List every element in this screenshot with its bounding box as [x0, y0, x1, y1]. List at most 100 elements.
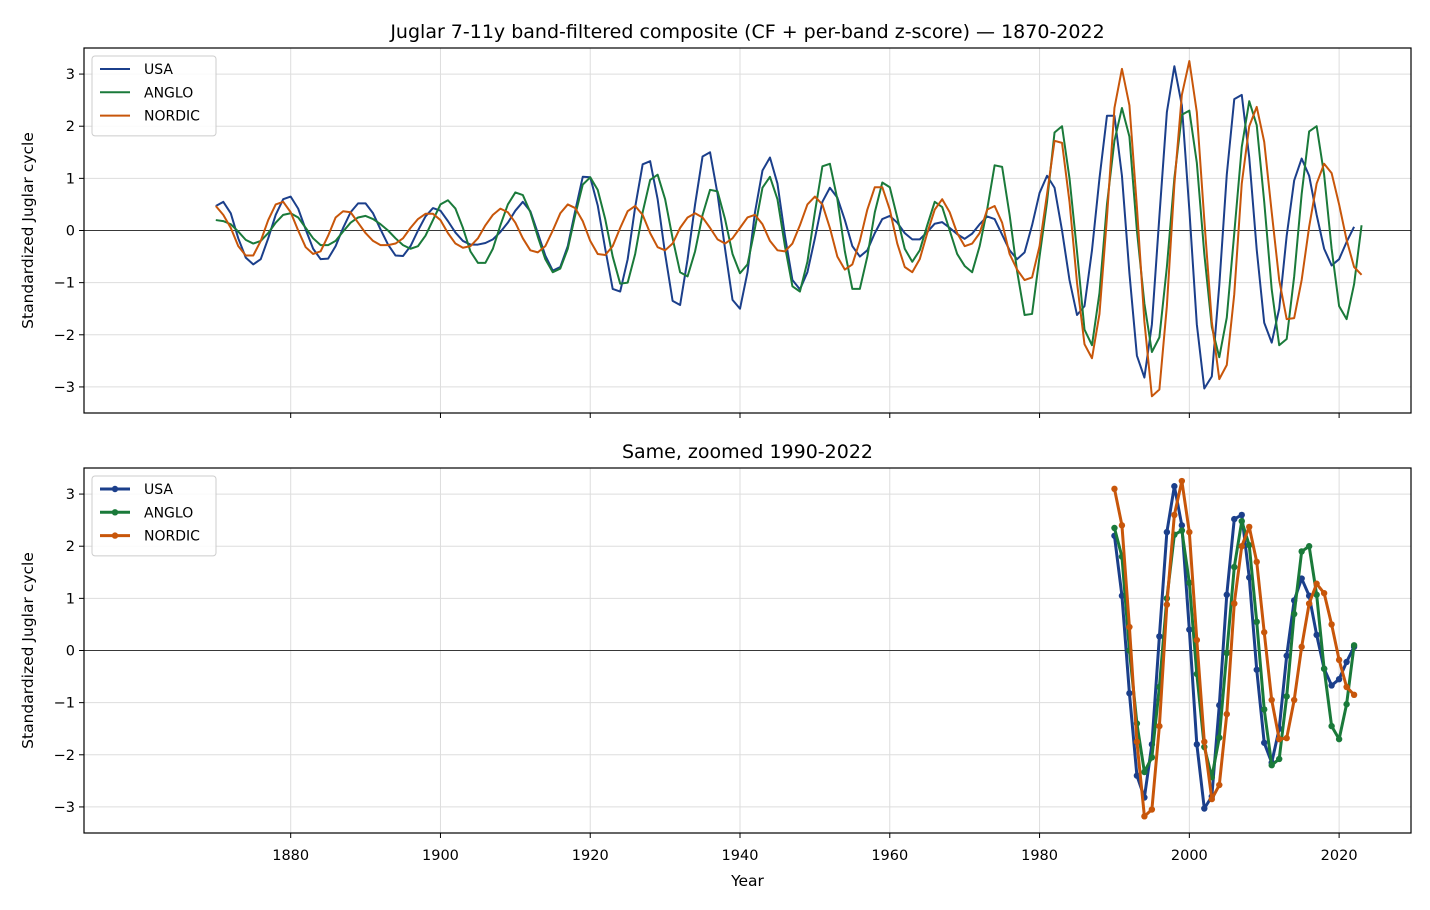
- data-point-nordic: [1201, 738, 1208, 745]
- legend-marker-anglo: [111, 509, 119, 516]
- data-point-nordic: [1343, 683, 1350, 691]
- data-point-anglo: [1141, 768, 1148, 776]
- data-point-nordic: [1148, 806, 1156, 813]
- y-tick-label: −3: [54, 800, 75, 816]
- series-line-anglo: [215, 100, 1363, 359]
- legend-label-usa: USA: [144, 62, 173, 78]
- data-point-usa: [1223, 591, 1230, 598]
- data-point-usa: [1261, 739, 1268, 746]
- data-point-anglo: [1350, 642, 1358, 649]
- data-point-usa: [1126, 690, 1133, 697]
- x-tick-label: 1980: [1021, 848, 1058, 864]
- series-line-usa: [215, 65, 1355, 390]
- data-point-nordic: [1178, 477, 1186, 485]
- data-point-nordic: [1268, 696, 1275, 704]
- data-point-usa: [1193, 741, 1201, 748]
- data-point-nordic: [1290, 696, 1298, 704]
- data-point-anglo: [1320, 665, 1328, 672]
- data-point-usa: [1186, 626, 1193, 633]
- data-point-anglo: [1268, 762, 1275, 769]
- data-point-nordic: [1208, 795, 1216, 803]
- legend-marker-usa: [111, 485, 119, 493]
- data-point-anglo: [1111, 524, 1118, 532]
- data-point-nordic: [1283, 734, 1290, 742]
- y-tick-label: 0: [66, 224, 75, 240]
- data-point-nordic: [1275, 735, 1283, 743]
- data-point-nordic: [1193, 636, 1201, 644]
- panel-top: −3 −2 −1 0 1 2 3 Juglar 7-11y band-filtered com…: [19, 21, 1412, 418]
- data-point-anglo: [1186, 579, 1193, 586]
- chart-title: Juglar 7-11y band-filtered composite (CF…: [389, 21, 1104, 43]
- data-point-usa: [1156, 633, 1163, 640]
- data-point-anglo: [1313, 591, 1320, 598]
- data-point-anglo: [1246, 541, 1253, 549]
- data-point-anglo: [1148, 754, 1156, 761]
- data-point-nordic: [1261, 629, 1268, 636]
- data-point-anglo: [1335, 735, 1343, 743]
- data-point-anglo: [1231, 563, 1238, 571]
- data-point-anglo: [1343, 701, 1350, 708]
- legend-label-nordic: NORDIC: [144, 109, 200, 125]
- series-group: [215, 60, 1363, 398]
- data-point-usa: [1253, 666, 1260, 673]
- data-point-usa: [1171, 483, 1178, 490]
- chart-title: Same, zoomed 1990-2022: [622, 441, 873, 463]
- data-point-anglo: [1275, 755, 1283, 763]
- data-point-anglo: [1261, 706, 1268, 713]
- data-point-nordic: [1328, 621, 1335, 628]
- data-point-nordic: [1156, 722, 1163, 730]
- y-tick-label: −2: [54, 328, 75, 344]
- data-point-usa: [1163, 528, 1171, 536]
- data-point-usa: [1328, 682, 1335, 689]
- data-point-nordic: [1133, 738, 1141, 745]
- data-point-nordic: [1320, 589, 1328, 597]
- y-tick-label: 3: [66, 487, 75, 503]
- y-tick-label: 1: [66, 171, 75, 187]
- data-point-anglo: [1283, 693, 1290, 700]
- data-point-usa: [1178, 522, 1186, 529]
- legend-label-nordic: NORDIC: [144, 529, 200, 545]
- data-point-nordic: [1231, 600, 1238, 607]
- data-point-nordic: [1313, 580, 1320, 587]
- data-point-nordic: [1298, 643, 1305, 651]
- data-point-usa: [1335, 675, 1343, 683]
- data-point-usa: [1238, 511, 1245, 519]
- data-point-nordic: [1118, 522, 1126, 529]
- data-point-usa: [1283, 652, 1290, 659]
- data-point-usa: [1343, 658, 1350, 666]
- y-tick-label: 2: [66, 119, 75, 135]
- data-point-anglo: [1253, 618, 1260, 626]
- x-tick-label: 1900: [422, 848, 459, 864]
- series-line-nordic: [215, 60, 1363, 398]
- data-point-nordic: [1253, 558, 1260, 566]
- y-axis-label: Standardized Juglar cycle: [19, 132, 37, 329]
- data-point-nordic: [1335, 656, 1343, 664]
- x-axis-label: Year: [730, 872, 764, 890]
- data-point-anglo: [1178, 527, 1186, 534]
- y-tick-label: 1: [66, 591, 75, 607]
- legend-label-anglo: ANGLO: [144, 85, 193, 101]
- x-tick-label: 2000: [1171, 848, 1208, 864]
- y-tick-label: −1: [54, 696, 75, 712]
- data-point-nordic: [1186, 528, 1193, 536]
- data-point-nordic: [1238, 543, 1245, 550]
- data-point-usa: [1133, 772, 1141, 779]
- y-axis-label: Standardized Juglar cycle: [19, 552, 37, 749]
- series-group: [1111, 477, 1358, 820]
- y-tick-label: 0: [66, 644, 75, 660]
- x-tick-label: 1920: [572, 848, 609, 864]
- data-point-anglo: [1305, 543, 1313, 550]
- data-point-anglo: [1223, 649, 1230, 657]
- data-point-anglo: [1238, 517, 1245, 525]
- data-point-anglo: [1328, 722, 1335, 730]
- legend-label-usa: USA: [144, 482, 173, 498]
- x-tick-label: 1960: [871, 848, 908, 864]
- data-point-nordic: [1126, 623, 1133, 631]
- y-tick-label: −3: [54, 380, 75, 396]
- data-point-nordic: [1171, 511, 1178, 519]
- data-point-nordic: [1216, 781, 1223, 789]
- x-tick-label: 2020: [1321, 848, 1358, 864]
- y-tick-label: −1: [54, 276, 75, 292]
- data-point-nordic: [1141, 813, 1148, 820]
